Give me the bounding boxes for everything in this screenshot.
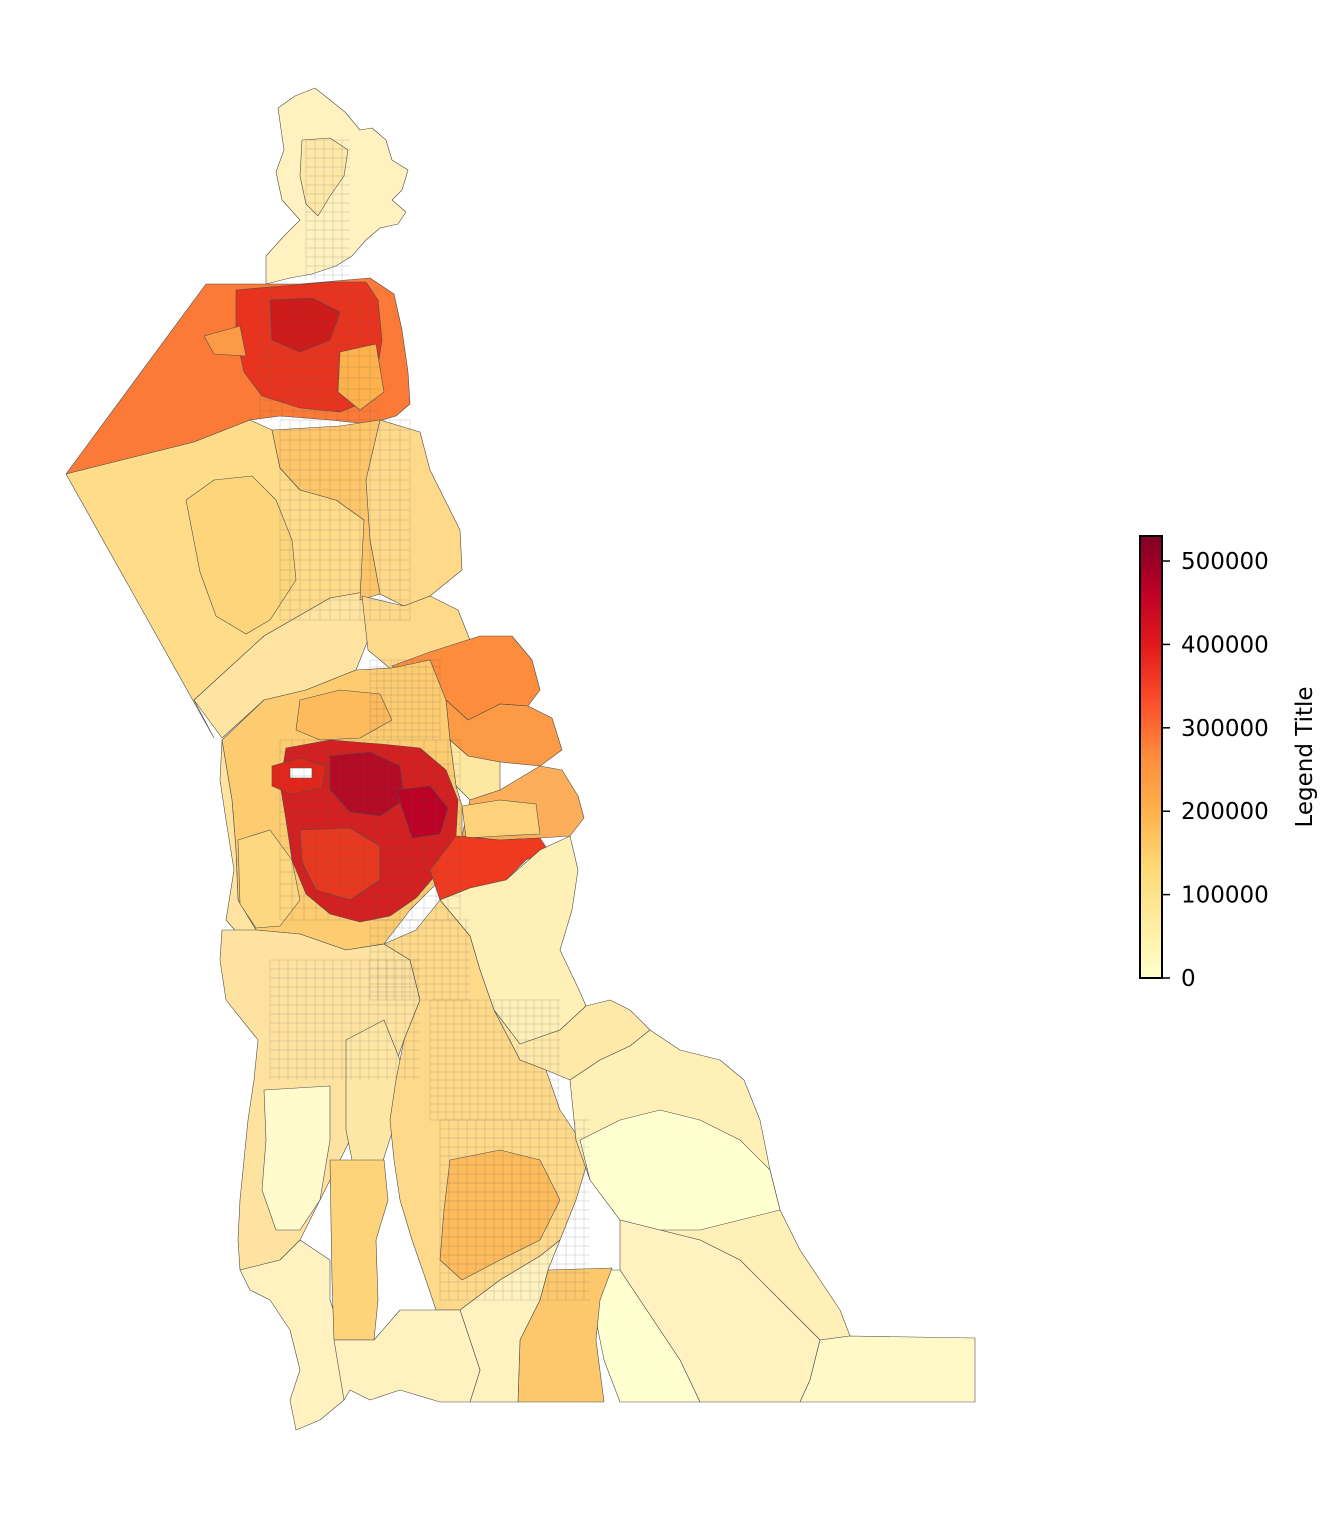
region-north-strip-inner: [299, 137, 349, 217]
colorbar-tick-label: 200000: [1181, 799, 1269, 825]
map-regions: [65, 87, 976, 1431]
region-central-hot-2: [395, 785, 449, 839]
region-central-hot-1: [329, 751, 405, 817]
colorbar-ticks: 0 100000 200000 300000 400000 500000: [1162, 549, 1269, 992]
region-northwest-hot-1: [269, 297, 341, 353]
tract-grid-zone-2: [279, 419, 411, 621]
region-west-lower: [193, 591, 369, 739]
region-south-west-mid: [345, 1019, 401, 1181]
region-south-west-low: [239, 1239, 351, 1431]
region-west-center-2: [237, 829, 301, 929]
region-south-bottom: [333, 1309, 481, 1403]
region-central-white-1: [289, 767, 313, 779]
tract-boundaries: [259, 139, 590, 1301]
region-east-canyon-5: [461, 799, 541, 839]
tract-grid-zone-8: [439, 1119, 590, 1301]
tract-grid-zone-3: [369, 659, 441, 740]
tract-grid-zone-6: [269, 959, 420, 1080]
region-northwest-orange-1: [203, 325, 247, 357]
tract-grid-zone-5: [369, 919, 470, 1001]
colorbar-gradient: [1139, 535, 1163, 979]
colorbar-tick-label: 300000: [1181, 716, 1269, 742]
colorbar-tick-label: 100000: [1181, 883, 1269, 909]
region-southeast-rect: [799, 1335, 976, 1403]
region-south-west-pale: [261, 1085, 331, 1231]
tract-grid-zone-1: [259, 289, 380, 420]
region-central-orange-north: [295, 689, 393, 741]
tract-grid-zone-7: [429, 999, 560, 1121]
colorbar-tick-label: 500000: [1181, 549, 1269, 575]
region-south-west-orange: [329, 1159, 389, 1341]
region-central-mid: [299, 827, 381, 901]
region-south-corridor-orange: [439, 1149, 561, 1281]
region-southeast-pale-2: [595, 1269, 701, 1403]
colorbar-tick-label: 400000: [1181, 632, 1269, 658]
region-northwest-orange-2: [337, 343, 385, 411]
region-corridor-center: [271, 419, 381, 601]
region-west-desert-inner: [185, 475, 297, 635]
colorbar: 0 100000 200000 300000 400000 500000 Legend T…: [1139, 535, 1318, 992]
tract-grid-zone-4: [279, 739, 461, 921]
legend-title: Legend Title: [1292, 686, 1318, 827]
colorbar-tick-label: 0: [1181, 966, 1196, 992]
tract-grid-zone-0: [305, 139, 350, 280]
